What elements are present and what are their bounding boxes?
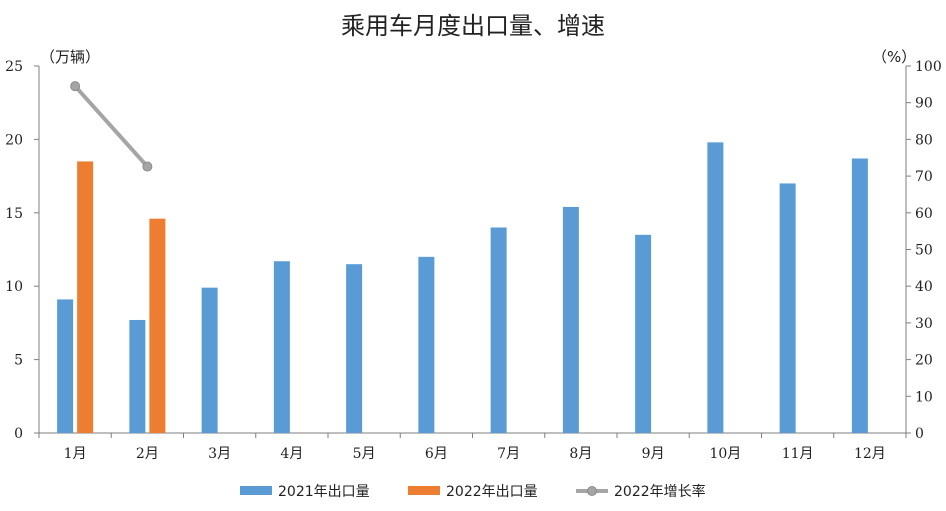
right-axis-tick-label: 90 bbox=[915, 96, 933, 112]
right-axis-tick-label: 10 bbox=[915, 389, 933, 405]
bar-2021年出口量-12月 bbox=[851, 158, 868, 433]
right-axis-tick-label: 50 bbox=[915, 243, 933, 259]
bar-2021年出口量-6月 bbox=[418, 256, 435, 433]
legend-swatch-2021年出口量 bbox=[240, 486, 272, 495]
x-axis-category-label: 6月 bbox=[425, 446, 448, 462]
right-axis-tick-label: 20 bbox=[915, 353, 933, 369]
legend-label-2022年出口量: 2022年出口量 bbox=[446, 484, 538, 500]
right-axis-unit-label: （%） bbox=[872, 48, 916, 66]
line-point-2022年增长率-1月 bbox=[70, 81, 81, 92]
x-axis-category-label: 12月 bbox=[854, 446, 886, 462]
left-axis-tick-label: 5 bbox=[14, 353, 23, 369]
line-point-2022年增长率-2月 bbox=[142, 161, 153, 172]
chart-legend: 2021年出口量 2022年出口量 2022年增长率 bbox=[240, 483, 706, 500]
left-axis-tick-label: 25 bbox=[5, 59, 23, 75]
bar-2021年出口量-11月 bbox=[779, 183, 796, 433]
line-2022年增长率 bbox=[73, 84, 149, 168]
right-axis-tick-label: 0 bbox=[915, 426, 924, 442]
bar-2022年出口量-1月 bbox=[77, 161, 94, 434]
x-axis-category-label: 8月 bbox=[569, 446, 592, 462]
right-axis-tick-label: 60 bbox=[915, 206, 933, 222]
bar-2021年出口量-3月 bbox=[201, 287, 218, 433]
right-axis-tick-label: 30 bbox=[915, 316, 933, 332]
bar-2021年出口量-8月 bbox=[562, 206, 579, 433]
right-axis-tick-label: 70 bbox=[915, 169, 933, 185]
x-axis-category-label: 9月 bbox=[642, 446, 665, 462]
right-axis-tick-label: 100 bbox=[915, 59, 942, 75]
x-axis-category-label: 1月 bbox=[64, 446, 87, 462]
x-axis-category-label: 5月 bbox=[353, 446, 376, 462]
bar-series-group bbox=[57, 142, 868, 434]
legend-swatch-2022年出口量 bbox=[408, 486, 440, 495]
bar-2022年出口量-2月 bbox=[149, 218, 166, 433]
x-axis-category-label: 7月 bbox=[497, 446, 520, 462]
right-axis-tick-label: 40 bbox=[915, 279, 933, 295]
bar-2021年出口量-7月 bbox=[490, 227, 507, 433]
bar-2021年出口量-4月 bbox=[273, 261, 290, 433]
left-axis-tick-label: 10 bbox=[5, 279, 23, 295]
right-axis-tick-label: 80 bbox=[915, 132, 933, 148]
x-axis-category-label: 10月 bbox=[709, 446, 741, 462]
x-axis: 1月 2月 3月 4月 5月 6月 7月 8月 9月 10月 11月 12月 bbox=[38, 432, 907, 462]
bar-2021年出口量-1月 bbox=[57, 299, 74, 433]
left-axis-unit-label: （万辆） bbox=[40, 48, 100, 66]
bar-2021年出口量-2月 bbox=[129, 319, 146, 433]
bar-2021年出口量-5月 bbox=[346, 264, 363, 433]
legend-label-2021年出口量: 2021年出口量 bbox=[278, 484, 370, 500]
line-series-group bbox=[70, 81, 153, 172]
right-y-axis: 0 10 20 30 40 50 60 70 80 90 100 bbox=[905, 59, 942, 442]
bar-2021年出口量-10月 bbox=[707, 142, 724, 433]
left-axis-tick-label: 20 bbox=[5, 132, 23, 148]
left-axis-tick-label: 0 bbox=[14, 426, 23, 442]
x-axis-category-label: 11月 bbox=[782, 446, 814, 462]
left-axis-tick-label: 15 bbox=[5, 206, 23, 222]
x-axis-category-label: 2月 bbox=[136, 446, 159, 462]
chart-title: 乘用车月度出口量、增速 bbox=[341, 12, 605, 40]
left-y-axis: 0 5 10 15 20 25 bbox=[5, 59, 40, 442]
x-axis-category-label: 3月 bbox=[208, 446, 231, 462]
x-axis-category-label: 4月 bbox=[280, 446, 303, 462]
legend-label-2022年增长率: 2022年增长率 bbox=[614, 483, 706, 500]
bar-2021年出口量-9月 bbox=[635, 234, 652, 433]
legend-swatch-marker-2022年增长率 bbox=[587, 486, 597, 496]
